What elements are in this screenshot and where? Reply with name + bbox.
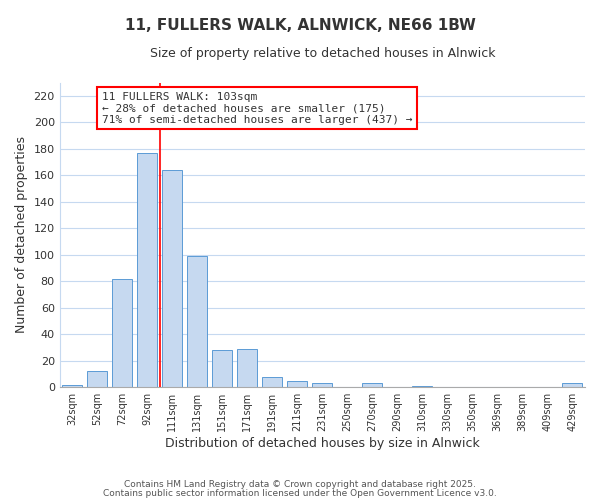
Bar: [62, 384, 82, 387]
Bar: [562, 383, 583, 387]
X-axis label: Distribution of detached houses by size in Alnwick: Distribution of detached houses by size …: [165, 437, 480, 450]
Bar: [262, 376, 283, 387]
Bar: [212, 350, 232, 387]
Bar: [87, 372, 107, 387]
Y-axis label: Number of detached properties: Number of detached properties: [15, 136, 28, 334]
Text: 11 FULLERS WALK: 103sqm
← 28% of detached houses are smaller (175)
71% of semi-d: 11 FULLERS WALK: 103sqm ← 28% of detache…: [101, 92, 412, 125]
Bar: [187, 256, 207, 387]
Bar: [137, 152, 157, 387]
Title: Size of property relative to detached houses in Alnwick: Size of property relative to detached ho…: [149, 48, 495, 60]
Bar: [162, 170, 182, 387]
Bar: [112, 278, 132, 387]
Bar: [362, 383, 382, 387]
Text: Contains HM Land Registry data © Crown copyright and database right 2025.: Contains HM Land Registry data © Crown c…: [124, 480, 476, 489]
Bar: [313, 383, 332, 387]
Text: 11, FULLERS WALK, ALNWICK, NE66 1BW: 11, FULLERS WALK, ALNWICK, NE66 1BW: [125, 18, 475, 32]
Bar: [237, 349, 257, 387]
Bar: [287, 380, 307, 387]
Bar: [412, 386, 433, 387]
Text: Contains public sector information licensed under the Open Government Licence v3: Contains public sector information licen…: [103, 488, 497, 498]
